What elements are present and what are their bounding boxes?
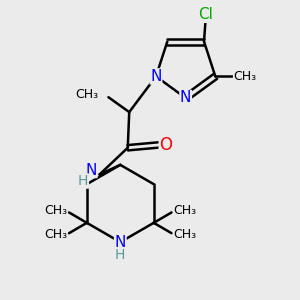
- Text: N: N: [150, 69, 162, 84]
- Text: CH₃: CH₃: [173, 228, 196, 241]
- Text: CH₃: CH₃: [75, 88, 98, 101]
- Text: O: O: [159, 136, 172, 154]
- Text: Cl: Cl: [198, 7, 213, 22]
- Text: CH₃: CH₃: [233, 70, 256, 83]
- Text: N: N: [85, 163, 97, 178]
- Text: H: H: [78, 174, 88, 188]
- Text: H: H: [115, 248, 125, 262]
- Text: CH₃: CH₃: [173, 204, 196, 218]
- Text: CH₃: CH₃: [44, 228, 67, 241]
- Text: N: N: [180, 91, 191, 106]
- Text: N: N: [115, 235, 126, 250]
- Text: CH₃: CH₃: [44, 204, 67, 218]
